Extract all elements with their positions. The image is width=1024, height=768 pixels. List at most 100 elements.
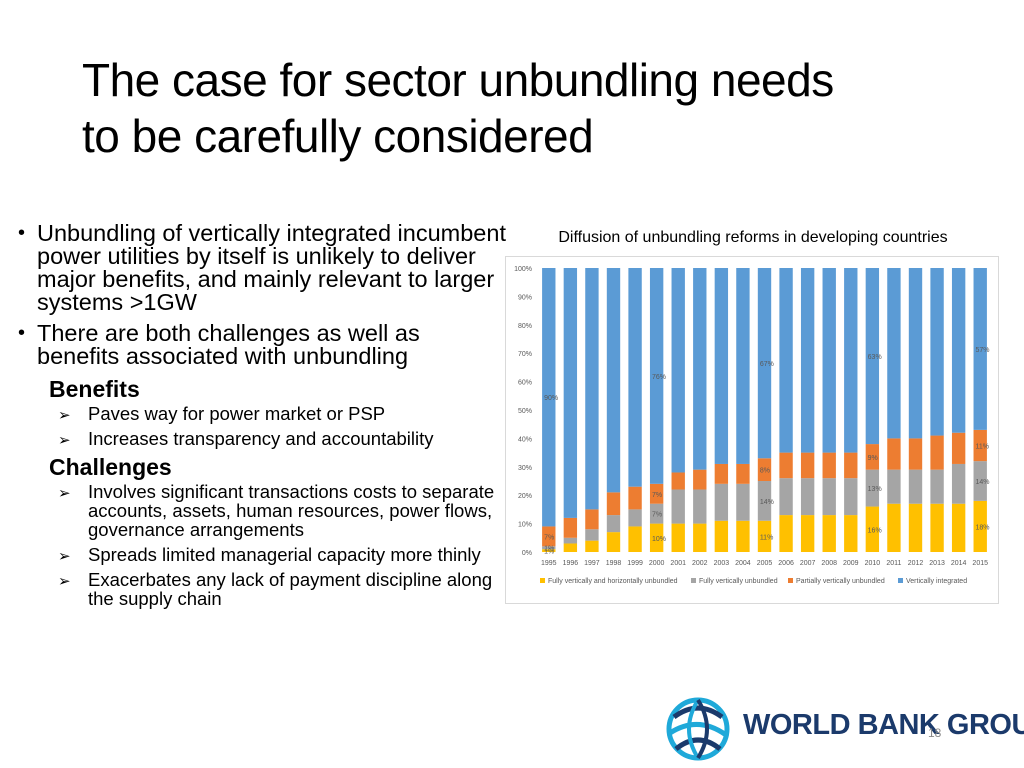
bar-segment — [887, 503, 901, 552]
data-label: 57% — [976, 347, 990, 354]
bar-segment — [887, 268, 901, 439]
bar-segment — [844, 452, 858, 479]
challenge-text: Involves significant transactions costs … — [88, 481, 495, 540]
data-label: 9% — [868, 455, 878, 462]
bar-segment — [887, 438, 901, 470]
x-tick-label: 1996 — [563, 560, 579, 567]
arrow-bullet-icon: ➢ — [58, 407, 71, 424]
bar-segment — [542, 268, 556, 527]
bar-segment — [779, 515, 793, 552]
data-label: 8% — [760, 468, 770, 475]
data-label: 7% — [652, 512, 662, 519]
bar-segment — [542, 549, 556, 552]
bar-segment — [585, 509, 599, 530]
bar-segment — [887, 469, 901, 504]
world-bank-logo: WORLD BANK GROUP — [664, 695, 1024, 763]
bar-segment — [779, 452, 793, 479]
bar-segment — [973, 500, 987, 552]
challenge-item: ➢ Spreads limited managerial capacity mo… — [18, 544, 508, 565]
data-label: 10% — [652, 536, 666, 543]
benefit-item: ➢ Paves way for power market or PSP — [18, 404, 508, 424]
x-tick-label: 2012 — [908, 560, 924, 567]
data-label: 90% — [544, 395, 558, 402]
bar-segment — [714, 520, 729, 552]
legend-swatch — [691, 578, 696, 583]
bar-segment — [693, 268, 707, 470]
challenge-text: Spreads limited managerial capacity more… — [88, 544, 481, 565]
bar-segment — [606, 532, 621, 552]
data-label: 1% — [544, 549, 554, 556]
x-tick-label: 2006 — [778, 560, 794, 567]
data-label: 76% — [652, 374, 666, 381]
bar-segment — [606, 492, 621, 516]
bar-segment — [951, 503, 966, 552]
bar-segment — [865, 469, 880, 507]
bar-segment — [628, 486, 642, 510]
bullet-text: There are both challenges as well as ben… — [37, 320, 420, 369]
y-tick-label: 70% — [518, 351, 532, 358]
challenges-heading: Challenges — [49, 454, 172, 480]
x-tick-label: 1998 — [606, 560, 622, 567]
bar-segment — [628, 509, 642, 527]
data-label: 13% — [868, 486, 882, 493]
chart-container: 0% 10% 20% 30% 40% 50% 60% 70% 80% 90% 100% 1995 199… — [505, 256, 999, 604]
data-label: 11% — [760, 534, 774, 541]
challenge-item: ➢ Involves significant transactions cost… — [18, 482, 508, 539]
bar-segment — [671, 472, 685, 490]
y-tick-label: 40% — [518, 436, 532, 443]
bar-segment — [563, 537, 578, 544]
bar-segment — [973, 429, 987, 462]
x-tick-label: 2001 — [670, 560, 686, 567]
data-label: 63% — [868, 354, 882, 361]
y-tick-label: 20% — [518, 493, 532, 500]
bullet-item: • Unbundling of vertically integrated in… — [18, 221, 508, 314]
bar-segment — [714, 463, 729, 484]
bar-segment — [606, 268, 621, 493]
bar-segment — [800, 452, 815, 479]
bar-segment — [908, 268, 923, 439]
data-label: 18% — [976, 524, 990, 531]
y-tick-label: 80% — [518, 323, 532, 330]
data-label: 7% — [544, 534, 554, 541]
challenge-item: ➢ Exacerbates any lack of payment discip… — [18, 570, 508, 608]
x-tick-label: 2004 — [735, 560, 751, 567]
data-label: 7% — [652, 492, 662, 499]
benefits-heading: Benefits — [49, 376, 140, 402]
bar-segment — [908, 503, 923, 552]
bar-segment — [951, 432, 966, 464]
bar-segment — [736, 268, 750, 464]
bar-segment — [542, 546, 556, 550]
arrow-bullet-icon: ➢ — [58, 485, 71, 502]
x-tick-label: 2015 — [972, 560, 988, 567]
bar-segment — [671, 489, 685, 524]
arrow-bullet-icon: ➢ — [58, 573, 71, 590]
bar-segment — [736, 520, 750, 552]
bar-segment — [628, 268, 642, 487]
legend-label: Fully vertically and horizontally unbund… — [548, 578, 678, 585]
bar-segment — [779, 268, 793, 453]
legend-label: Partially vertically unbundled — [796, 578, 885, 585]
benefit-item: ➢ Increases transparency and accountabil… — [18, 429, 508, 449]
bar-segment — [865, 506, 880, 552]
bar-segment — [800, 478, 815, 516]
y-tick-label: 10% — [518, 522, 532, 529]
x-tick-label: 1999 — [627, 560, 643, 567]
legend-swatch — [788, 578, 793, 583]
bar-segment — [649, 483, 664, 504]
bar-segment — [908, 438, 923, 470]
bullet-list: • Unbundling of vertically integrated in… — [18, 221, 508, 614]
data-label: 1% — [544, 546, 554, 553]
logo-wordmark: WORLD BANK GROUP — [743, 709, 1024, 741]
legend-swatch — [898, 578, 903, 583]
bar-segment — [930, 503, 944, 552]
bar-segment — [844, 268, 858, 453]
slide-title-line-2: to be carefully considered — [82, 110, 594, 162]
bar-segment — [585, 529, 599, 541]
arrow-bullet-icon: ➢ — [58, 432, 71, 449]
x-tick-label: 2002 — [692, 560, 708, 567]
x-tick-label: 2005 — [757, 560, 773, 567]
bar-segment — [563, 543, 578, 552]
bar-segment — [844, 478, 858, 516]
bar-segment — [757, 268, 772, 459]
bar-segment — [757, 520, 772, 552]
